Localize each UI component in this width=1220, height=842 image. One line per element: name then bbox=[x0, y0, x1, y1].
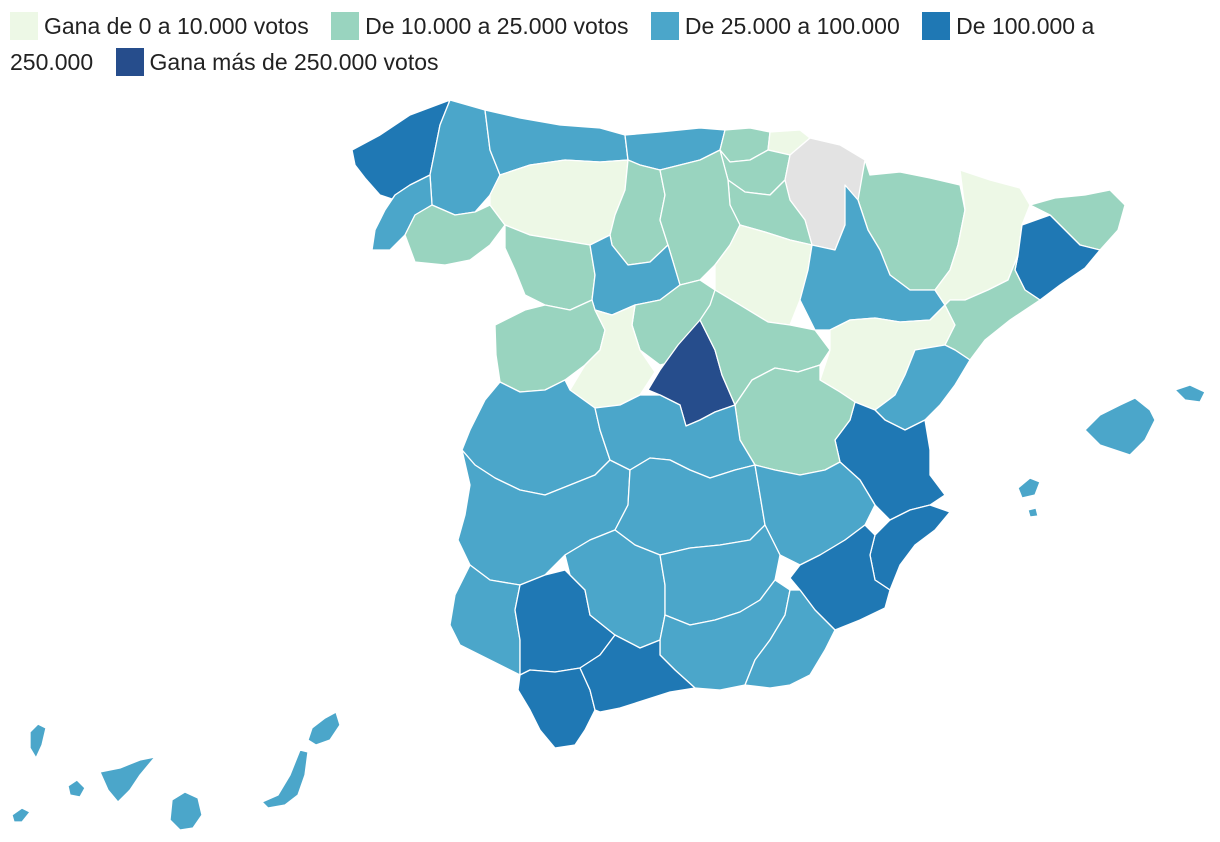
legend-item-100000-250000: De 100.000 a 250.000 bbox=[10, 12, 1095, 75]
region-menorca[interactable] bbox=[1174, 384, 1206, 403]
region-canarias-fuerteventura[interactable] bbox=[261, 749, 309, 809]
region-formentera[interactable] bbox=[1027, 507, 1039, 518]
legend-swatch bbox=[922, 12, 951, 40]
region-canarias-la-palma[interactable] bbox=[29, 723, 47, 759]
legend-item-0-10000: Gana de 0 a 10.000 votos bbox=[10, 12, 309, 40]
legend-label: Gana más de 250.000 votos bbox=[149, 49, 439, 75]
region-ciudad-real[interactable] bbox=[614, 457, 766, 556]
region-ibiza[interactable] bbox=[1017, 477, 1041, 499]
region-tarragona[interactable] bbox=[944, 254, 1041, 361]
region-malaga[interactable] bbox=[579, 634, 696, 713]
legend-label: De 25.000 a 100.000 bbox=[684, 13, 900, 39]
region-cadiz[interactable] bbox=[517, 667, 596, 749]
legend-item-250000-plus: Gana más de 250.000 votos bbox=[115, 48, 439, 76]
region-canarias-lanzarote[interactable] bbox=[307, 711, 341, 746]
legend-swatch bbox=[115, 48, 144, 76]
legend-label: De 10.000 a 25.000 votos bbox=[365, 13, 629, 39]
region-canarias-gran-canaria[interactable] bbox=[169, 791, 203, 831]
legend-swatch bbox=[10, 12, 38, 40]
legend-item-10000-25000: De 10.000 a 25.000 votos bbox=[331, 12, 629, 40]
region-canarias-tenerife[interactable] bbox=[99, 756, 156, 803]
region-canarias-la-gomera[interactable] bbox=[67, 779, 86, 798]
legend-label: De 100.000 a 250.000 bbox=[10, 13, 1095, 75]
region-almeria[interactable] bbox=[744, 589, 836, 689]
legend-swatch bbox=[331, 12, 360, 40]
legend-label: Gana de 0 a 10.000 votos bbox=[44, 13, 309, 39]
legend-item-25000-100000: De 25.000 a 100.000 bbox=[650, 12, 900, 40]
region-huelva[interactable] bbox=[449, 564, 521, 676]
legend-swatch bbox=[650, 12, 679, 40]
map-legend: Gana de 0 a 10.000 votos De 10.000 a 25.… bbox=[10, 8, 1130, 80]
region-alicante[interactable] bbox=[869, 504, 951, 591]
region-mallorca[interactable] bbox=[1084, 397, 1156, 456]
region-pontevedra[interactable] bbox=[371, 174, 433, 251]
region-canarias-el-hierro[interactable] bbox=[11, 807, 31, 823]
